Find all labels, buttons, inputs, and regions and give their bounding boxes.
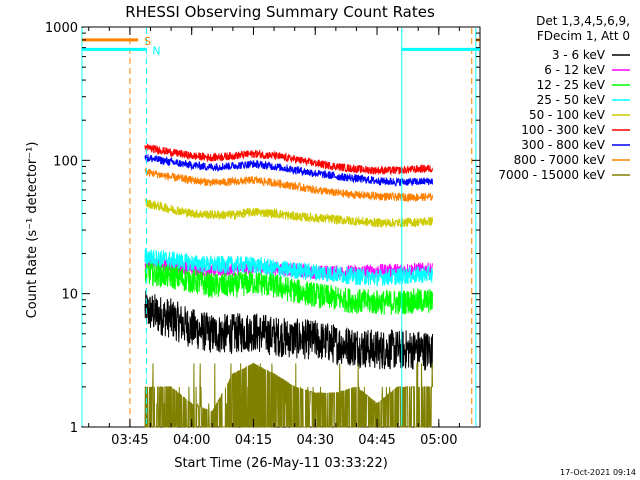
plot-area <box>81 26 481 428</box>
legend-label: 800 - 7000 keV <box>514 153 606 167</box>
y-tick-label: 100 <box>53 154 78 169</box>
legend-label: 50 - 100 keV <box>529 108 606 122</box>
series-layer <box>144 143 433 428</box>
legend-label: 3 - 6 keV <box>552 48 606 62</box>
event-lines <box>81 28 477 426</box>
x-tick-label: 04:15 <box>235 433 272 448</box>
x-axis-label: Start Time (26-May-11 03:33:22) <box>174 456 388 471</box>
legend-label: 12 - 25 keV <box>537 78 606 92</box>
y-tick-label: 10 <box>61 288 78 303</box>
chart-title: RHESSI Observing Summary Count Rates <box>125 3 435 21</box>
legend-label: 7000 - 15000 keV <box>498 168 605 182</box>
footer-date: 17-Oct-2021 09:14 <box>560 468 636 477</box>
series-line-3 <box>144 248 433 287</box>
y-axis-label: Count Rate (s⁻¹ detector⁻¹) <box>25 142 40 319</box>
series-line-5 <box>144 143 433 176</box>
annotations: SN <box>82 35 480 57</box>
series-line-2 <box>144 259 433 315</box>
x-axis-ticks: 03:45 04:00 04:15 04:30 04:45 05:00 <box>88 27 481 448</box>
y-axis-ticks: 1 10 100 1000 <box>45 21 480 436</box>
x-tick-label: 03:45 <box>111 433 148 448</box>
legend-header-1: Det 1,3,4,5,6,9, <box>536 14 630 28</box>
x-tick-label: 04:00 <box>173 433 210 448</box>
legend-label: 6 - 12 keV <box>544 63 606 77</box>
series-line-6 <box>144 154 433 188</box>
legend: Det 1,3,4,5,6,9, FDecim 1, Att 0 3 - 6 k… <box>498 14 630 182</box>
annotation-label: N <box>152 44 160 57</box>
series-line-0 <box>144 290 433 371</box>
series-line-8 <box>144 362 433 428</box>
legend-label: 300 - 800 keV <box>521 138 605 152</box>
legend-header-2: FDecim 1, Att 0 <box>537 29 630 43</box>
x-tick-label: 04:30 <box>297 433 334 448</box>
x-tick-label: 05:00 <box>420 433 457 448</box>
series-line-4 <box>144 198 433 228</box>
legend-label: 25 - 50 keV <box>537 93 606 107</box>
legend-label: 100 - 300 keV <box>521 123 605 137</box>
series-line-7 <box>144 166 433 203</box>
annotation-label: S <box>144 35 151 48</box>
y-tick-label: 1 <box>70 421 78 436</box>
plot-frame <box>81 26 481 428</box>
y-tick-label: 1000 <box>45 21 78 36</box>
x-tick-label: 04:45 <box>358 433 395 448</box>
